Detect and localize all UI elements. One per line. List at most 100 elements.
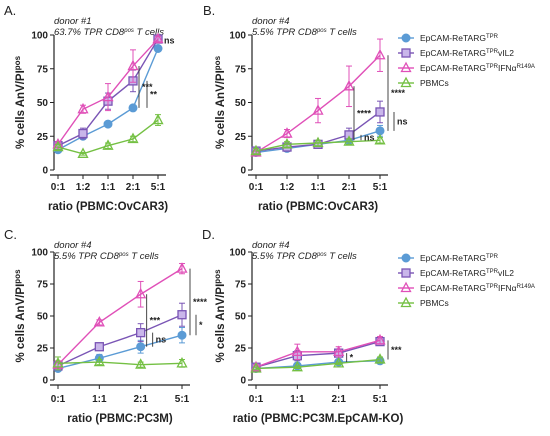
data-point	[93, 355, 105, 367]
series-line	[57, 268, 183, 366]
significance-label: **	[150, 89, 158, 99]
series-line	[255, 358, 381, 370]
panel-letter: C.	[4, 227, 17, 242]
legend-top: EpCAM-ReTARGTPREpCAM-ReTARGTPRvIL2EpCAM-…	[398, 33, 535, 88]
series-epcam-retarg	[53, 327, 187, 373]
significance-annotations: **** **** ns ns	[353, 55, 408, 143]
data-point	[152, 113, 164, 125]
significance-annotations: ***ns*****	[146, 268, 208, 347]
x-axis-label: ratio (PBMC:PC3M.EpCAM-KO)	[233, 413, 404, 425]
y-tick-label: 0	[240, 166, 246, 177]
legend-label-tail-sup: R149A	[517, 64, 535, 70]
data-point	[374, 48, 386, 60]
significance-label: ****	[193, 297, 208, 307]
subtitle-main: 5.5% TPR CD8	[252, 251, 318, 262]
data-point	[128, 103, 138, 113]
legend-label-base: EpCAM-ReTARG	[420, 48, 486, 58]
data-point	[312, 136, 324, 148]
data-point	[375, 107, 385, 117]
significance-label: ***	[142, 82, 153, 92]
legend-label-base: EpCAM-ReTARG	[420, 63, 486, 73]
subtitle-main: 5.5% TPR CD8	[252, 27, 318, 38]
donor-label: donor #1	[54, 16, 92, 27]
y-tick-label: 100	[31, 31, 48, 42]
subtitle-sup: pos	[316, 252, 327, 258]
legend-label-base: EpCAM-ReTARG	[420, 283, 486, 293]
x-tick-label: 5:1	[373, 394, 388, 405]
data-point	[250, 144, 262, 156]
data-point	[281, 137, 293, 149]
x-tick-label: 0:1	[51, 182, 66, 193]
data-point	[312, 104, 324, 115]
legend-label: EpCAM-ReTARGTPRIFNαR149A	[420, 283, 535, 293]
subtitle-tail: T cells	[134, 27, 164, 38]
data-point	[102, 139, 114, 150]
y-tick-label: 50	[37, 98, 49, 109]
legend-item: PBMCs	[398, 76, 449, 88]
y-tick-label: 100	[229, 31, 246, 42]
legend-marker	[401, 33, 411, 43]
legend-label-base: EpCAM-ReTARG	[420, 253, 486, 263]
data-point	[176, 356, 188, 368]
legend-marker	[401, 253, 411, 263]
legend-label: EpCAM-ReTARGTPRvIL2	[420, 48, 514, 58]
y-axis-label-main: % cells AnV/PI	[215, 70, 227, 149]
data-point	[375, 126, 385, 136]
panel-letter: A.	[4, 3, 16, 18]
significance-annotations: ***** ns	[138, 35, 175, 108]
series-line	[57, 361, 183, 366]
series-epcam-retarg-vil2	[53, 302, 187, 371]
x-tick-label: 1:1	[290, 394, 305, 405]
y-tick-label: 50	[37, 312, 49, 323]
panel-c: C.donor #45.5% TPR CD8pos T cells0255075…	[4, 227, 208, 425]
x-tick-label: 0:1	[249, 182, 264, 193]
y-axis-label: % cells AnV/PIpos	[213, 55, 228, 149]
series-epcam-retarg-vil2	[251, 336, 385, 372]
legend-item: EpCAM-ReTARGTPRIFNαR149A	[398, 281, 535, 293]
significance-label: ns	[156, 335, 167, 345]
y-tick-label: 50	[235, 98, 247, 109]
y-axis-label: % cells AnV/PIpos	[13, 55, 28, 149]
legend-label-sup: TPR	[486, 254, 499, 260]
y-axis-label-sup: pos	[213, 55, 222, 70]
data-point	[343, 135, 355, 146]
legend-marker	[400, 76, 412, 88]
subtitle-tail: T cells	[129, 251, 159, 262]
data-point	[374, 133, 386, 145]
y-tick-label: 0	[42, 166, 48, 177]
legend-item: EpCAM-ReTARGTPRvIL2	[398, 48, 514, 58]
x-tick-label: 2:1	[331, 394, 346, 405]
y-tick-label: 50	[235, 312, 247, 323]
panel-letter: B.	[203, 3, 215, 18]
subtitle-tail: T cells	[327, 251, 357, 262]
x-tick-label: 5:1	[373, 182, 388, 193]
series-pbmcs	[250, 353, 386, 373]
y-axis-label-main: % cells AnV/PI	[215, 284, 227, 363]
panel-letter: D.	[202, 227, 215, 242]
data-point	[176, 262, 188, 273]
data-point	[77, 147, 89, 158]
data-point	[177, 310, 187, 320]
data-point	[250, 362, 262, 373]
x-tick-label: 2:1	[133, 394, 148, 405]
panel-a: A.donor #163.7% TPR CD8pos T cells025507…	[4, 3, 175, 213]
data-point	[153, 44, 163, 53]
legend-label-sup: TPR	[486, 34, 499, 40]
legend-label-base: EpCAM-ReTARG	[420, 33, 486, 43]
y-axis-label-main: % cells AnV/PI	[15, 70, 27, 149]
data-point	[78, 128, 88, 139]
data-point	[77, 102, 89, 114]
x-tick-label: 1:2	[280, 182, 295, 193]
subtitle-main: 5.5% TPR CD8	[54, 251, 120, 262]
y-tick-label: 75	[235, 280, 247, 291]
legend-marker	[401, 268, 411, 278]
y-tick-label: 0	[42, 376, 48, 387]
panel-b: B.donor #45.5% TPR CD8pos T cells0255075…	[203, 3, 408, 213]
x-tick-label: 1:1	[92, 394, 107, 405]
subtitle-sup: pos	[123, 28, 134, 34]
subtitle-sup: pos	[118, 252, 129, 258]
legend-marker	[401, 48, 411, 58]
donor-label: donor #4	[252, 16, 290, 27]
significance-label: ****	[357, 108, 372, 118]
